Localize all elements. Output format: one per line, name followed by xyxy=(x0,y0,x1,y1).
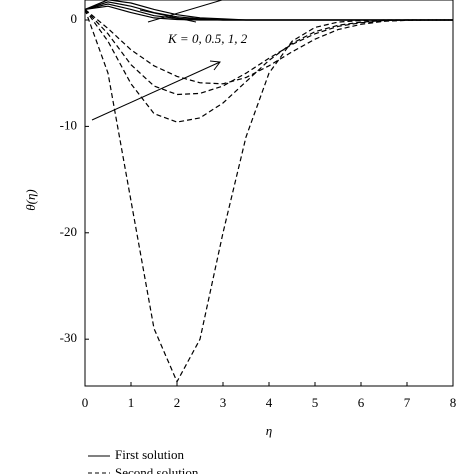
x-axis-label: η xyxy=(266,423,272,438)
y-tick-label: 0 xyxy=(71,11,78,26)
plot-frame xyxy=(84,0,454,387)
x-tick-label: 2 xyxy=(174,395,181,410)
x-tick-label: 5 xyxy=(312,395,319,410)
x-tick-label: 1 xyxy=(128,395,135,410)
x-tick-label: 3 xyxy=(220,395,227,410)
series-line xyxy=(84,8,453,85)
y-axis-label: θ(η) xyxy=(23,189,38,211)
x-tick-label: 8 xyxy=(450,395,457,410)
series-line xyxy=(84,1,453,21)
arrow xyxy=(91,61,221,121)
x-tick-label: 6 xyxy=(358,395,365,410)
series-line xyxy=(84,3,453,21)
x-tick-label: 0 xyxy=(82,395,89,410)
legend-label: Second solution xyxy=(115,465,199,474)
x-tick-label: 7 xyxy=(404,395,411,410)
series-line xyxy=(84,8,453,96)
y-tick-label: -10 xyxy=(60,117,77,132)
series-line xyxy=(84,9,453,123)
y-tick-label: -30 xyxy=(60,330,77,345)
legend-label: First solution xyxy=(115,447,184,462)
y-tick-label: -20 xyxy=(60,224,77,239)
x-tick-label: 4 xyxy=(266,395,273,410)
annotation: K = 0, 0.5, 1, 2 xyxy=(167,31,248,46)
arrow-head xyxy=(209,60,221,71)
